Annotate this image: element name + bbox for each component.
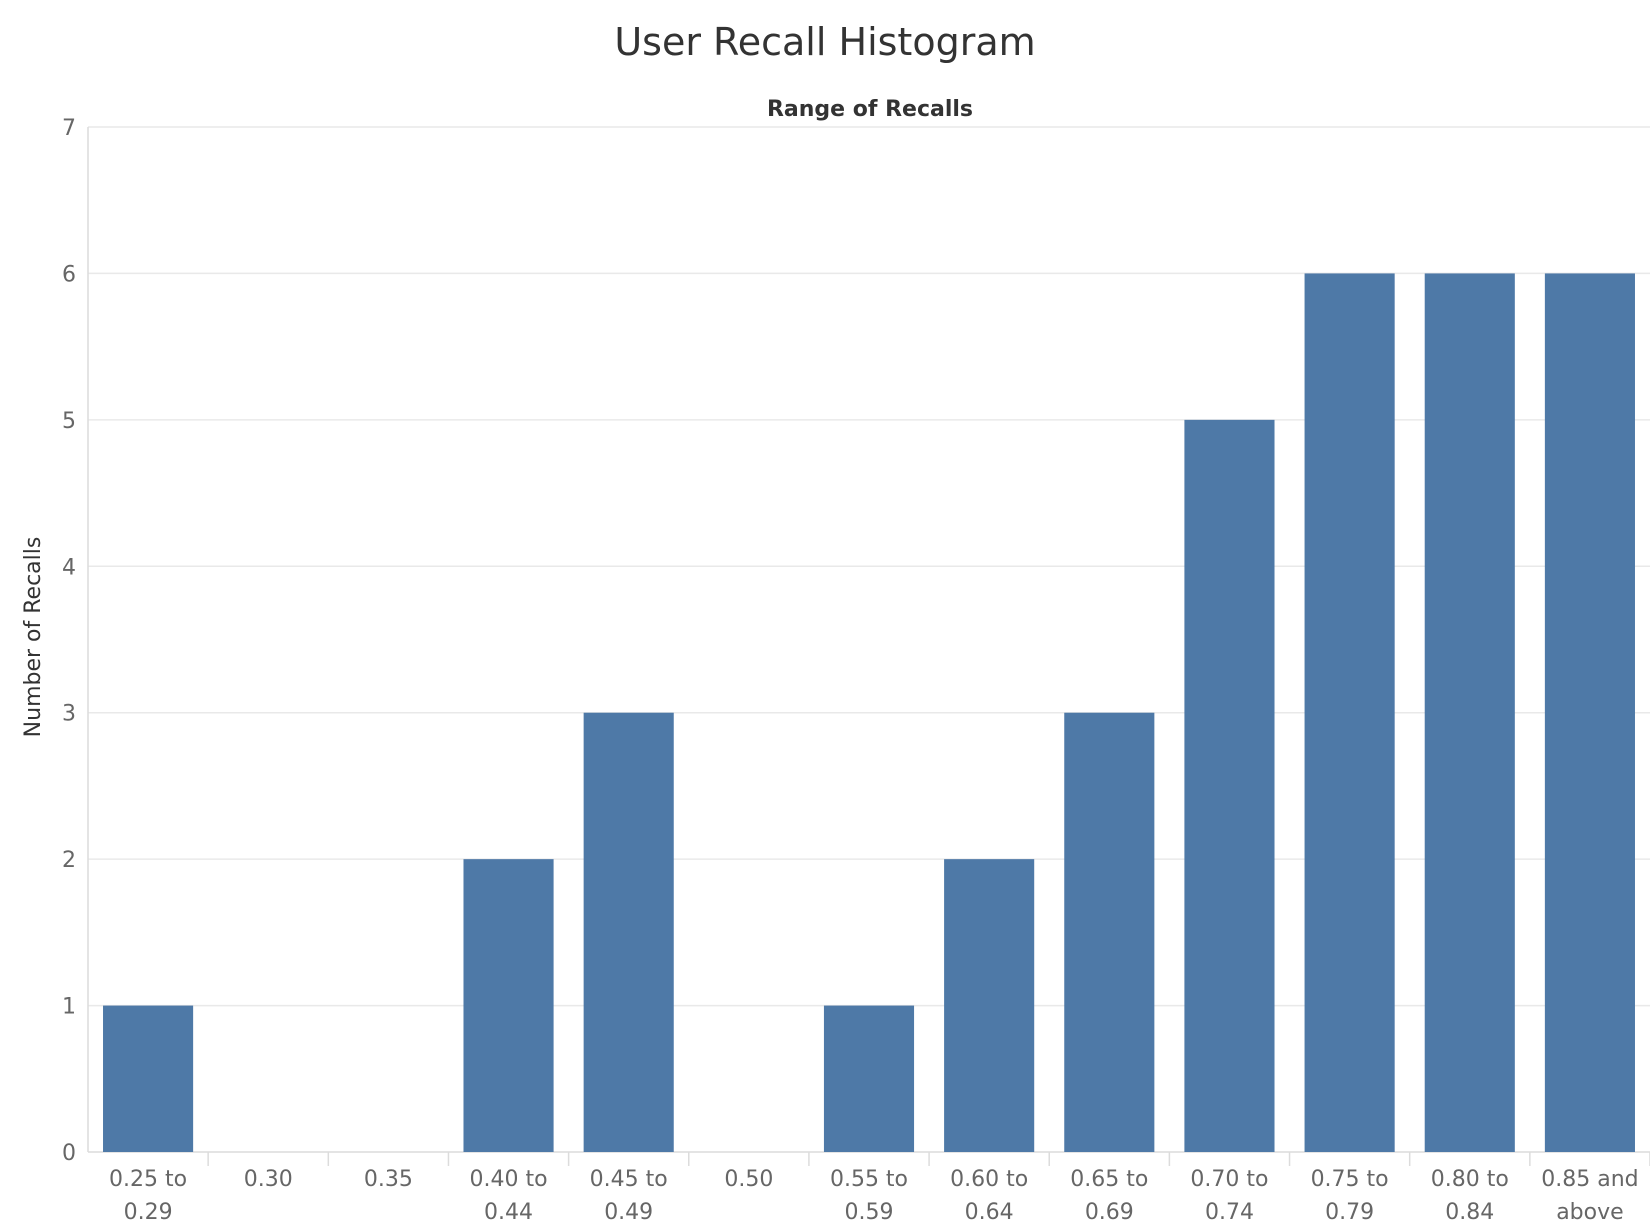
- x-tick-label: 0.30: [244, 1167, 293, 1192]
- bar: [103, 1005, 194, 1152]
- y-tick-label: 1: [62, 995, 76, 1020]
- bar: [583, 712, 674, 1152]
- x-tick-label: 0.85 and above: [1541, 1167, 1638, 1225]
- bar: [1064, 712, 1155, 1152]
- y-tick-label: 5: [62, 409, 76, 434]
- x-axis-ticks: 0.25 to 0.29 0.30 0.35 0.40 to 0.44 0.45 to 0.4…: [109, 1167, 1639, 1225]
- y-tick-label: 7: [62, 116, 76, 141]
- bar: [1544, 273, 1635, 1152]
- x-tick-label: 0.55 to 0.59: [830, 1167, 908, 1225]
- x-axis-header: Range of Recalls: [767, 97, 973, 122]
- x-tick-label: 0.75 to 0.79: [1311, 1167, 1389, 1225]
- y-tick-label: 2: [62, 848, 76, 873]
- bar: [1424, 273, 1515, 1152]
- x-tick-label: 0.60 to 0.64: [950, 1167, 1028, 1225]
- bar: [463, 859, 554, 1152]
- bar: [823, 1005, 915, 1152]
- x-tick-label: 0.50: [724, 1167, 773, 1192]
- y-axis-ticks: 0 1 2 3 4 5 6 7: [62, 116, 76, 1166]
- y-axis-label: Number of Recalls: [21, 537, 46, 738]
- bar: [1184, 419, 1275, 1152]
- x-tick-label: 0.65 to 0.69: [1070, 1167, 1148, 1225]
- x-tick-label: 0.45 to 0.49: [590, 1167, 668, 1225]
- bars: [103, 273, 1635, 1152]
- y-tick-label: 6: [62, 262, 76, 287]
- y-tick-label: 4: [62, 555, 76, 580]
- x-tick-label: 0.40 to 0.44: [469, 1167, 547, 1225]
- chart-title: User Recall Histogram: [614, 20, 1035, 64]
- bar: [944, 859, 1035, 1152]
- x-tick-label: 0.35: [364, 1167, 413, 1192]
- x-tick-label: 0.25 to 0.29: [109, 1167, 187, 1225]
- bar: [1304, 273, 1395, 1152]
- x-tick-label: 0.70 to 0.74: [1190, 1167, 1268, 1225]
- x-tick-label: 0.80 to 0.84: [1431, 1167, 1509, 1225]
- y-tick-label: 3: [62, 702, 76, 727]
- y-tick-label: 0: [62, 1141, 76, 1166]
